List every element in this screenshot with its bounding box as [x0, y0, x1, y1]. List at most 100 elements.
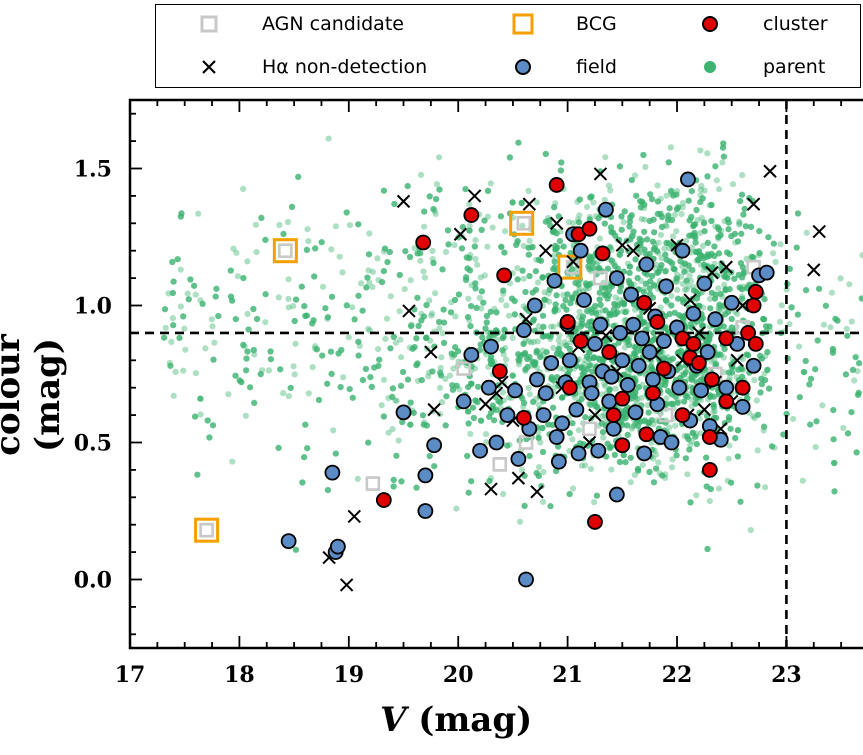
parent-point — [530, 318, 537, 325]
parent-point — [673, 452, 680, 459]
parent-point — [829, 349, 837, 356]
parent-point — [708, 289, 715, 296]
parent-point — [407, 399, 414, 406]
parent-point — [631, 393, 639, 400]
parent-point — [521, 502, 528, 509]
parent-point — [426, 453, 433, 460]
parent-point — [481, 217, 488, 224]
parent-point — [658, 262, 665, 269]
parent-point — [232, 316, 239, 323]
parent-point — [398, 478, 405, 485]
parent-point — [243, 367, 250, 374]
parent-point — [681, 433, 688, 440]
parent-point — [685, 262, 692, 269]
parent-point — [720, 153, 728, 160]
parent-point — [679, 204, 686, 211]
parent-point — [740, 211, 747, 218]
parent-point — [726, 375, 733, 382]
parent-point — [390, 476, 397, 483]
parent-point — [332, 223, 339, 230]
parent-point — [529, 358, 536, 365]
parent-point — [620, 452, 627, 459]
parent-point — [357, 280, 365, 287]
parent-point — [708, 358, 715, 365]
parent-point — [522, 366, 529, 373]
parent-point — [648, 417, 655, 424]
parent-point — [489, 402, 496, 409]
parent-point — [640, 289, 648, 296]
parent-point — [478, 226, 485, 233]
parent-point — [487, 360, 495, 367]
parent-point — [734, 427, 742, 434]
parent-point — [489, 405, 496, 412]
parent-point — [303, 312, 310, 319]
parent-point — [418, 377, 425, 384]
parent-point — [628, 212, 635, 219]
parent-point — [677, 364, 684, 371]
parent-point — [468, 282, 475, 289]
parent-point — [595, 355, 602, 362]
parent-point — [632, 256, 639, 263]
parent-point — [319, 352, 326, 359]
parent-point — [794, 210, 802, 217]
parent-point — [466, 255, 473, 262]
parent-point — [468, 380, 475, 387]
parent-point — [766, 323, 773, 330]
parent-point — [443, 393, 450, 400]
parent-point — [719, 144, 727, 151]
parent-point — [517, 353, 524, 360]
parent-point — [366, 230, 373, 237]
parent-point — [717, 290, 724, 297]
parent-point — [725, 226, 732, 233]
parent-point — [315, 396, 323, 404]
parent-point — [760, 316, 768, 323]
parent-point — [557, 350, 564, 357]
parent-point — [716, 301, 723, 308]
parent-point — [587, 255, 594, 262]
parent-point — [197, 395, 204, 402]
parent-point — [463, 254, 470, 261]
parent-point — [721, 273, 728, 280]
parent-point — [716, 301, 723, 308]
parent-point — [550, 323, 557, 330]
parent-point — [240, 275, 247, 282]
parent-point — [639, 462, 646, 469]
parent-point — [442, 422, 449, 429]
parent-point — [170, 322, 177, 329]
parent-point — [830, 436, 837, 443]
parent-point — [505, 312, 513, 319]
parent-point — [215, 313, 222, 320]
parent-point — [252, 221, 259, 228]
parent-point — [606, 444, 613, 452]
parent-point — [807, 375, 815, 382]
parent-point — [807, 375, 815, 382]
parent-point — [565, 219, 572, 226]
parent-point — [539, 333, 546, 340]
parent-point — [499, 347, 506, 354]
parent-point — [550, 266, 557, 273]
parent-point — [480, 299, 487, 306]
parent-point — [548, 374, 555, 381]
parent-point — [710, 409, 717, 416]
parent-point — [528, 339, 535, 346]
parent-point — [555, 346, 562, 353]
parent-point — [170, 278, 177, 285]
parent-point — [731, 230, 739, 237]
parent-point — [674, 349, 682, 356]
parent-point — [722, 286, 729, 293]
parent-point — [569, 420, 576, 427]
parent-point — [184, 290, 191, 297]
parent-point — [480, 299, 487, 306]
parent-point — [536, 464, 543, 471]
parent-point — [277, 366, 284, 373]
parent-point — [586, 306, 593, 313]
parent-point — [593, 492, 601, 499]
parent-point — [529, 243, 536, 251]
parent-point — [725, 416, 732, 423]
parent-point — [724, 274, 731, 281]
parent-point — [643, 271, 651, 278]
parent-point — [649, 238, 657, 245]
parent-point — [582, 414, 589, 421]
parent-point — [561, 339, 569, 346]
parent-point — [309, 364, 316, 371]
